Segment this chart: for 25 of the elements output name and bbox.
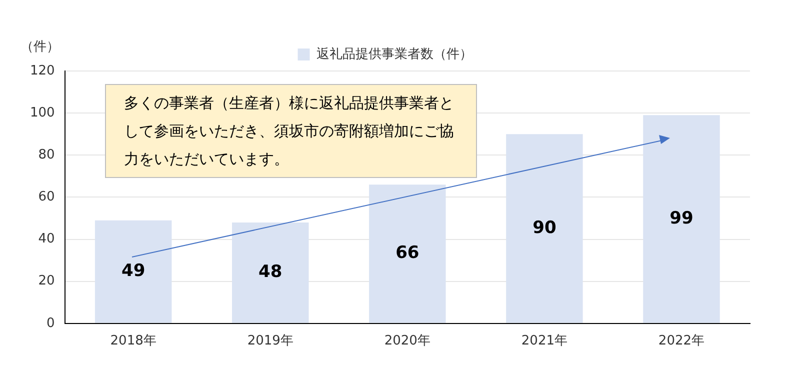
y-tick-label: 80 <box>38 148 55 163</box>
data-label: 49 <box>121 261 146 282</box>
y-tick-label: 60 <box>38 190 55 205</box>
x-tick-label: 2018年 <box>110 334 156 349</box>
bar <box>506 134 583 323</box>
y-axis-title: （件） <box>20 39 60 54</box>
note-box: 多くの事業者（生産者）様に返礼品提供事業者として参画をいただき、須坂市の寄附額増加にご協力をいただいています。 <box>105 84 477 178</box>
x-tick-label: 2021年 <box>521 334 568 349</box>
bar <box>369 184 446 323</box>
data-label: 66 <box>396 243 420 264</box>
y-tick-label: 40 <box>38 232 55 247</box>
y-tick-label: 0 <box>46 316 55 331</box>
y-tick-label: 20 <box>38 274 55 289</box>
y-tick-label: 100 <box>30 105 55 120</box>
data-label: 90 <box>532 218 556 238</box>
bar <box>94 220 172 323</box>
legend-label: 返礼品提供事業者数（件） <box>316 46 472 62</box>
data-label: 48 <box>258 262 282 282</box>
data-label: 99 <box>670 208 694 228</box>
bar <box>643 115 720 323</box>
y-tick-label: 120 <box>30 63 55 78</box>
x-tick-label: 2020年 <box>384 334 430 349</box>
x-tick-label: 2022年 <box>658 334 705 349</box>
bar <box>232 222 309 323</box>
x-tick-label: 2019年 <box>247 334 294 349</box>
